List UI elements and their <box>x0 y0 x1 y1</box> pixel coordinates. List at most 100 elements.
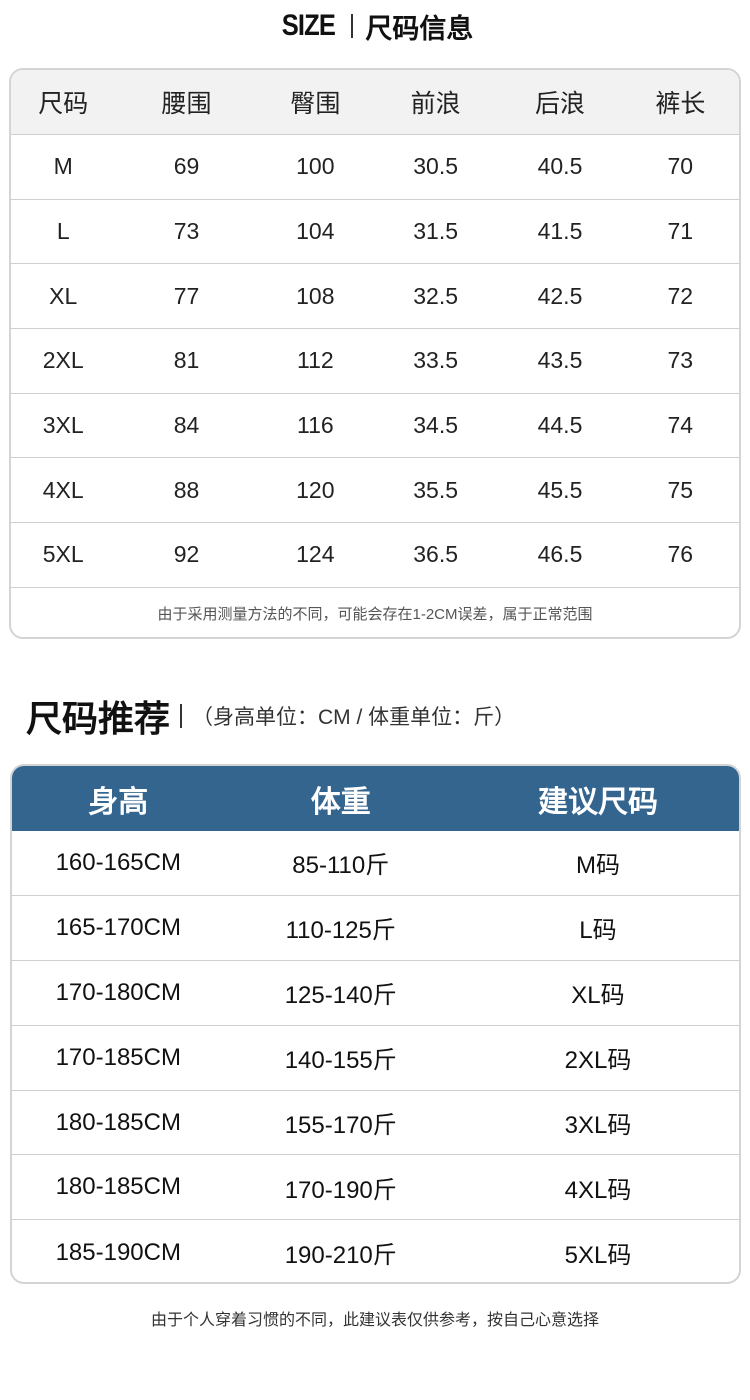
table-cell: 2XL码 <box>564 1047 632 1075</box>
table-cell: 185-190CM <box>55 1238 181 1266</box>
table-cell: 104 <box>296 218 335 245</box>
title-cn: 尺码信息 <box>365 13 474 44</box>
table-row: 4XL 88 120 35.5 45.5 75 <box>11 458 739 524</box>
column-header: 前浪 <box>410 90 461 118</box>
size-info-title: SIZE 尺码信息 <box>0 6 750 46</box>
table-cell: 34.5 <box>413 412 459 439</box>
table-cell: 42.5 <box>537 282 583 309</box>
table-row: 185-190CM 190-210斤 5XL码 <box>12 1220 739 1282</box>
recommend-note: 由于个人穿着习惯的不同，此建议表仅供参考，按自己心意选择 <box>150 1312 599 1329</box>
table-cell: 44.5 <box>537 412 583 439</box>
table-row: 170-180CM 125-140斤 XL码 <box>12 961 739 1026</box>
table-cell: 30.5 <box>413 153 459 180</box>
table-cell: 31.5 <box>413 218 459 245</box>
table-cell: 180-185CM <box>55 1108 181 1136</box>
column-header: 裤长 <box>655 90 706 118</box>
table-cell: 41.5 <box>537 218 583 245</box>
table-row: 170-185CM 140-155斤 2XL码 <box>12 1026 739 1091</box>
column-header: 腰围 <box>161 90 212 118</box>
table-cell: 69 <box>173 153 200 180</box>
table-row: 2XL 81 112 33.5 43.5 73 <box>11 329 739 394</box>
table-cell: 43.5 <box>537 347 583 374</box>
recommend-title: 尺码推荐 （身高单位：CM / 体重单位：斤） <box>26 690 515 742</box>
table-cell: 170-190斤 <box>284 1176 397 1204</box>
table-cell: 32.5 <box>413 282 459 309</box>
table-cell: 45.5 <box>537 476 583 503</box>
table-cell: XL <box>49 282 78 309</box>
table-cell: 81 <box>173 347 200 374</box>
table-cell: 125-140斤 <box>284 982 397 1010</box>
table-cell: 84 <box>173 412 200 439</box>
table-cell: 73 <box>667 347 694 374</box>
table-cell: 76 <box>667 541 694 568</box>
table-cell: L码 <box>579 917 617 945</box>
table-cell: 140-155斤 <box>284 1047 397 1075</box>
table-cell: 116 <box>296 412 334 439</box>
table-header: 身高 体重 建议尺码 <box>12 766 739 831</box>
table-cell: 2XL <box>42 347 84 374</box>
table-cell: 3XL码 <box>564 1112 632 1139</box>
table-cell: 73 <box>173 218 200 245</box>
table-row: 180-185CM 155-170斤 3XL码 <box>12 1091 739 1156</box>
table-cell: 3XL <box>42 412 84 439</box>
table-cell: L <box>56 218 70 245</box>
divider <box>351 14 354 38</box>
recommend-table: 身高 体重 建议尺码 160-165CM 85-110斤 M码 165-170CM 110-… <box>10 764 741 1284</box>
divider <box>180 704 183 728</box>
table-cell: 33.5 <box>413 347 459 374</box>
table-cell: 170-180CM <box>55 978 181 1006</box>
table-cell: 4XL <box>42 476 84 503</box>
table-cell: 46.5 <box>537 541 583 568</box>
measurement-note: 由于采用测量方法的不同，可能会存在1-2CM误差，属于正常范围 <box>157 606 593 624</box>
table-cell: M <box>53 153 73 180</box>
recommend-units: （身高单位：CM / 体重单位：斤） <box>192 706 516 729</box>
table-cell: 5XL <box>42 541 84 568</box>
column-header: 臀围 <box>290 90 341 118</box>
table-cell: 88 <box>173 476 200 503</box>
table-cell: 75 <box>667 476 694 503</box>
table-cell: 92 <box>173 541 200 568</box>
table-cell: 4XL码 <box>564 1176 632 1204</box>
table-cell: 110-125斤 <box>285 917 396 945</box>
table-cell: 160-165CM <box>55 848 181 876</box>
table-cell: 35.5 <box>413 476 459 503</box>
table-cell: 36.5 <box>413 541 459 568</box>
table-cell: 190-210斤 <box>284 1242 397 1270</box>
table-row: XL 77 108 32.5 42.5 72 <box>11 264 739 330</box>
table-cell: 108 <box>296 282 335 309</box>
table-cell: 85-110斤 <box>292 852 390 880</box>
table-cell: M码 <box>575 852 620 880</box>
size-info-table: 尺码 腰围 臀围 前浪 后浪 裤长 M 69 100 30.5 40.5 70 L 73 104 31.5 4… <box>9 68 741 639</box>
table-cell: 70 <box>667 153 694 180</box>
table-row: M 69 100 30.5 40.5 70 <box>11 135 739 200</box>
column-header: 体重 <box>310 785 371 819</box>
table-cell: 100 <box>296 153 335 180</box>
column-header: 后浪 <box>534 90 585 118</box>
table-cell: 124 <box>296 541 335 568</box>
table-cell: 72 <box>667 282 694 309</box>
table-row: 3XL 84 116 34.5 44.5 74 <box>11 394 739 459</box>
column-header: 身高 <box>88 785 149 819</box>
table-cell: 165-170CM <box>55 913 181 941</box>
table-row: L 73 104 31.5 41.5 71 <box>11 200 739 265</box>
table-cell: 170-185CM <box>55 1043 181 1071</box>
column-header: 尺码 <box>38 90 89 118</box>
table-row: 165-170CM 110-125斤 L码 <box>12 896 739 961</box>
table-cell: 71 <box>667 218 694 245</box>
table-cell: 77 <box>173 282 200 309</box>
column-header: 建议尺码 <box>537 785 658 819</box>
table-cell: 112 <box>296 347 334 374</box>
table-cell: 5XL码 <box>564 1242 632 1270</box>
table-row: 160-165CM 85-110斤 M码 <box>12 831 739 896</box>
table-row: 180-185CM 170-190斤 4XL码 <box>12 1155 739 1221</box>
recommend-heading: 尺码推荐 <box>26 698 171 739</box>
table-cell: 180-185CM <box>55 1173 181 1201</box>
table-cell: XL码 <box>571 982 625 1010</box>
table-row: 5XL 92 124 36.5 46.5 76 <box>11 523 739 588</box>
table-header: 尺码 腰围 臀围 前浪 后浪 裤长 <box>11 70 739 135</box>
table-cell: 74 <box>667 412 694 439</box>
title-en: SIZE <box>281 9 335 42</box>
table-cell: 155-170斤 <box>284 1112 397 1139</box>
table-cell: 120 <box>296 476 335 503</box>
table-cell: 40.5 <box>537 153 583 180</box>
